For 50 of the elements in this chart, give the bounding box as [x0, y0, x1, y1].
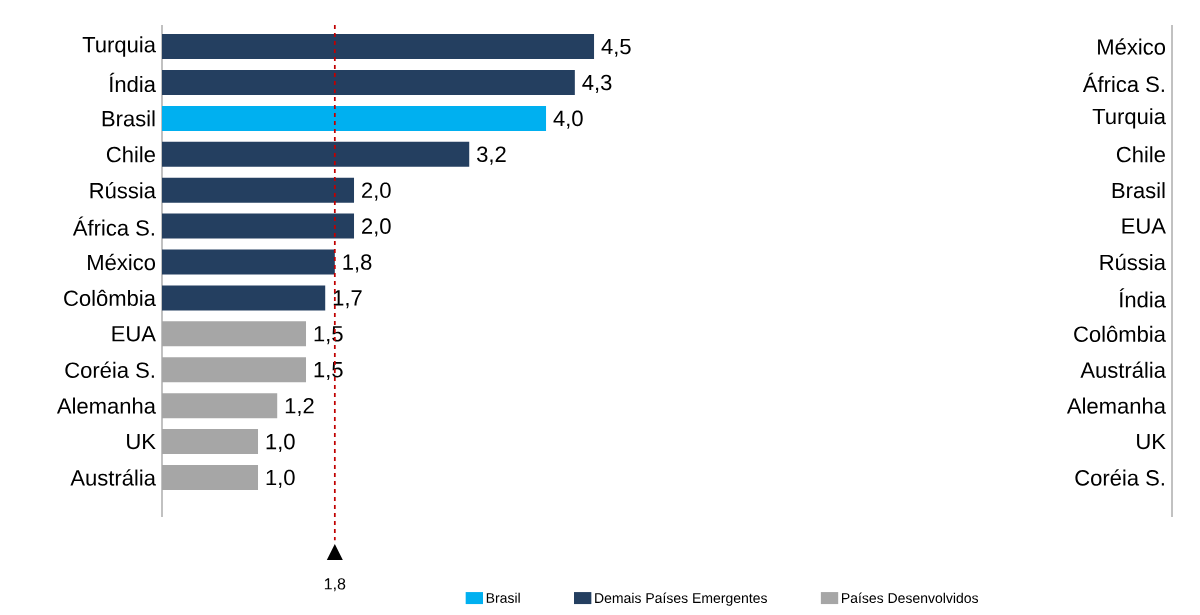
y-tick-label: Turquia [82, 36, 156, 57]
data-label: 3,2 [477, 146, 506, 165]
category-label: Austrália [1080, 361, 1166, 378]
y-tick-label: UK [127, 433, 156, 450]
category-label: Alemanha [1066, 397, 1166, 414]
data-label: 2,0 [362, 182, 391, 201]
bar [162, 249, 335, 275]
category-label: UK [1137, 433, 1166, 450]
category-label: Turquia [1092, 108, 1166, 129]
data-label: 1,0 [266, 433, 295, 453]
ref-line-label: 1,8 [324, 578, 346, 592]
bar [162, 34, 595, 60]
category-label: Índia [1119, 288, 1166, 308]
category-label: Rússia [1100, 253, 1166, 271]
legend-label: Brasil [486, 592, 520, 603]
y-tick-label: Brasil [102, 110, 155, 127]
category-label: México [1098, 38, 1166, 55]
bar [162, 69, 575, 95]
legend-label: Demais Países Emergentes [595, 592, 767, 606]
bar [162, 105, 547, 131]
data-label: 1,2 [285, 397, 314, 417]
y-tick-label: Chile [106, 146, 155, 163]
y-tick-label: Colômbia [64, 289, 156, 307]
category-label: Colômbia [1074, 325, 1166, 342]
data-label: 1,0 [266, 469, 295, 488]
category-label: Chile [1116, 146, 1165, 163]
bar [162, 285, 326, 311]
data-label: 1,8 [343, 254, 372, 273]
legend-label: Países Desenvolvidos [842, 592, 979, 604]
y-tick-label: EUA [112, 326, 156, 342]
y-tick-label: Coréia S. [65, 361, 154, 378]
data-label: 4,5 [601, 38, 631, 57]
y-tick-label: Rússia [90, 181, 156, 199]
bar [162, 141, 470, 167]
category-label: África S. [1082, 72, 1164, 93]
bar [162, 177, 355, 203]
category-label: Coréia S. [1075, 469, 1164, 486]
y-tick-label: México [88, 253, 156, 271]
y-tick-label: África S. [72, 216, 154, 236]
bar [162, 213, 355, 239]
data-label: 1,5 [314, 362, 343, 381]
y-tick-label: Índia [109, 72, 156, 93]
y-tick-label: Alemanha [56, 397, 156, 414]
data-label: 1,7 [333, 290, 362, 309]
data-label: 4,3 [582, 74, 612, 93]
data-label: 4,0 [553, 110, 583, 129]
data-label: 2,0 [362, 218, 391, 237]
category-label: EUA [1122, 218, 1166, 234]
y-tick-label: Austrália [70, 469, 156, 486]
category-label: Brasil [1112, 182, 1165, 199]
